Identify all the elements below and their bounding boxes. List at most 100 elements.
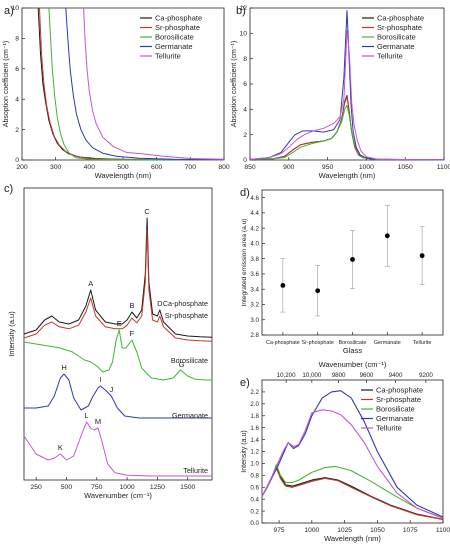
panel-e-series-ca-phosphate <box>261 465 444 520</box>
panel-e-series-borosilicate <box>261 464 444 519</box>
panel-d-y-tick-label: 3.8 <box>250 256 259 263</box>
panel-b-series-tellurite <box>249 30 445 161</box>
panel-c-series-germanate <box>24 373 212 419</box>
panel-e-y-tick-label: 2.2 <box>250 389 259 396</box>
panel-c-curve-label: Germanate <box>172 411 208 420</box>
panel-a-x-tick-label: 300 <box>50 164 62 171</box>
panel-c-series-sr-phosphate <box>23 229 213 342</box>
panel-e-x-tick-label: 1025 <box>337 527 352 534</box>
panel-b-x-tick-label: 1000 <box>359 164 374 171</box>
panel-e-x-tick-label: 1100 <box>436 527 450 534</box>
panel-d-y-tick-label: 3.6 <box>250 271 259 278</box>
panel-b-y-tick-label: 8 <box>243 56 247 63</box>
panel-c-peak-label: K <box>58 443 63 452</box>
panel-c-peak-label: L <box>84 411 88 420</box>
panel-b-label: b) <box>236 5 246 17</box>
panel-e-x2-tick-label: 9600 <box>360 372 374 379</box>
panel-c-curve-label: Sr-phosphate <box>165 311 208 320</box>
panel-e-x-tick-label: 1050 <box>370 527 385 534</box>
panel-a-series-germanate <box>65 7 225 160</box>
panel-a-x-tick-label: 800 <box>218 164 230 171</box>
panel-d-x-tick-label: Tellurite <box>413 340 432 346</box>
panel-e-x2label: Wavenumber (cm⁻¹) <box>319 360 387 369</box>
panel-d-x-tick-label: Ca-phosphate <box>266 340 300 346</box>
panel-e-y-tick-label: 0.2 <box>250 508 259 515</box>
panel-c-x-tick-label: 500 <box>61 484 73 491</box>
panel-c-peak-label: J <box>109 385 113 394</box>
panel-c-peak-label: C <box>144 207 150 216</box>
panel-d-point <box>315 288 321 294</box>
panel-d-point <box>280 282 286 288</box>
panel-c-peak-label: B <box>129 301 134 310</box>
panel-a-x-tick-label: 200 <box>16 164 28 171</box>
panel-a-legend-entry: Germanate <box>155 42 193 51</box>
panel-e-y-tick-label: 2.0 <box>250 401 259 408</box>
panel-a-legend-entry: Borosilicate <box>155 33 194 42</box>
panel-e-x-tick-label: 1075 <box>403 527 418 534</box>
panel-e-series-tellurite <box>261 409 444 519</box>
panel-a-x-tick-label: 500 <box>117 164 129 171</box>
panel-e-x2-tick-label: 10,200 <box>277 372 296 379</box>
panel-b-series-borosilicate <box>249 105 445 161</box>
panel-b-xlabel: Wavelength (nm) <box>319 171 376 180</box>
panel-b-series-germanate <box>249 10 445 161</box>
panel-c-label: c) <box>4 183 13 195</box>
panel-b-y-tick-label: 2 <box>243 132 247 139</box>
panel-b-x-tick-label: 900 <box>283 164 295 171</box>
panel-e-y-tick-label: 0.8 <box>250 473 259 480</box>
panel-d-point <box>419 253 425 259</box>
panel-c-curve-label: Tellurite <box>183 466 208 475</box>
panel-a-x-tick-label: 700 <box>185 164 197 171</box>
panel-b-x-tick-label: 850 <box>244 164 256 171</box>
panel-e-legend-entry: Borosilicate <box>376 405 415 414</box>
panel-b-x-tick-label: 1100 <box>437 164 450 171</box>
panel-c-series-ca-phosphate <box>23 217 213 338</box>
panel-d-y-tick-label: 3.0 <box>250 317 259 324</box>
panel-b-y-tick-label: 6 <box>243 81 247 88</box>
panel-d-y-tick-label: 4.4 <box>250 210 259 217</box>
panel-c-x-tick-label: 250 <box>30 484 42 491</box>
panel-d-point <box>350 257 355 262</box>
panel-b-y-tick-label: 10 <box>239 31 247 38</box>
panel-e-series-sr-phosphate <box>261 467 444 520</box>
panel-d-y-tick-label: 3.4 <box>250 286 259 293</box>
panel-d-x-tick-label: Borosilicate <box>339 340 367 346</box>
panel-b-legend-entry: Tellurite <box>377 52 403 61</box>
panel-e-y-tick-label: 0.0 <box>250 520 259 527</box>
panel-a-series-tellurite <box>83 7 225 160</box>
panel-a-y-tick-label: 2 <box>15 127 19 134</box>
panel-b-ylabel: Absoption coefficient (cm⁻¹) <box>231 41 238 127</box>
panel-e-legend-entry: Tellurite <box>376 424 402 433</box>
panel-d-y-tick-label: 3.2 <box>250 302 259 309</box>
panel-e-y-tick-label: 1.8 <box>250 413 259 420</box>
panel-e-y-tick-label: 1.4 <box>250 437 259 444</box>
panel-c-x-tick-label: 750 <box>91 484 103 491</box>
panel-a-series-sr-phosphate <box>39 7 225 161</box>
panel-e-xlabel: Wavelength (nm) <box>324 534 381 543</box>
panel-d-point <box>384 233 390 239</box>
panel-a-x-tick-label: 600 <box>151 164 163 171</box>
panel-c-peak-label: G <box>179 360 185 369</box>
panel-e-label: e) <box>240 377 250 389</box>
panel-d-xlabel: Glass <box>343 346 362 355</box>
panel-c-peak-label: M <box>95 417 101 426</box>
panel-a-x-tick-label: 400 <box>84 164 96 171</box>
panel-a-legend-entry: Ca-phosphate <box>155 14 202 23</box>
panel-c-ylabel: Intensity (a.u) <box>7 311 16 357</box>
panel-a-label: a) <box>4 5 14 17</box>
panel-e-y-tick-label: 0.4 <box>250 496 259 503</box>
panel-b-legend-entry: Sr-phosphate <box>377 23 422 32</box>
panel-d-y-tick-label: 4.2 <box>250 225 259 232</box>
panel-e-series-germanate <box>261 390 444 518</box>
panel-e-y-tick-label: 1.0 <box>250 461 259 468</box>
panel-a-y-tick-label: 0 <box>15 157 19 164</box>
panel-c-series-borosilicate <box>23 329 212 381</box>
panel-a-ylabel: Absoption coefficient (cm⁻¹) <box>3 41 10 127</box>
panel-e-x2-tick-label: 9800 <box>332 372 346 379</box>
panel-d-y-tick-label: 4.6 <box>250 195 259 202</box>
panel-a-xlabel: Wavelength (nm) <box>95 171 152 180</box>
panel-e-ylabel: Intensity (a.u) <box>241 430 248 472</box>
panel-d-ylabel: Integrated emission area (a.u) <box>241 219 248 307</box>
panel-b-y-tick-label: 4 <box>243 107 247 114</box>
